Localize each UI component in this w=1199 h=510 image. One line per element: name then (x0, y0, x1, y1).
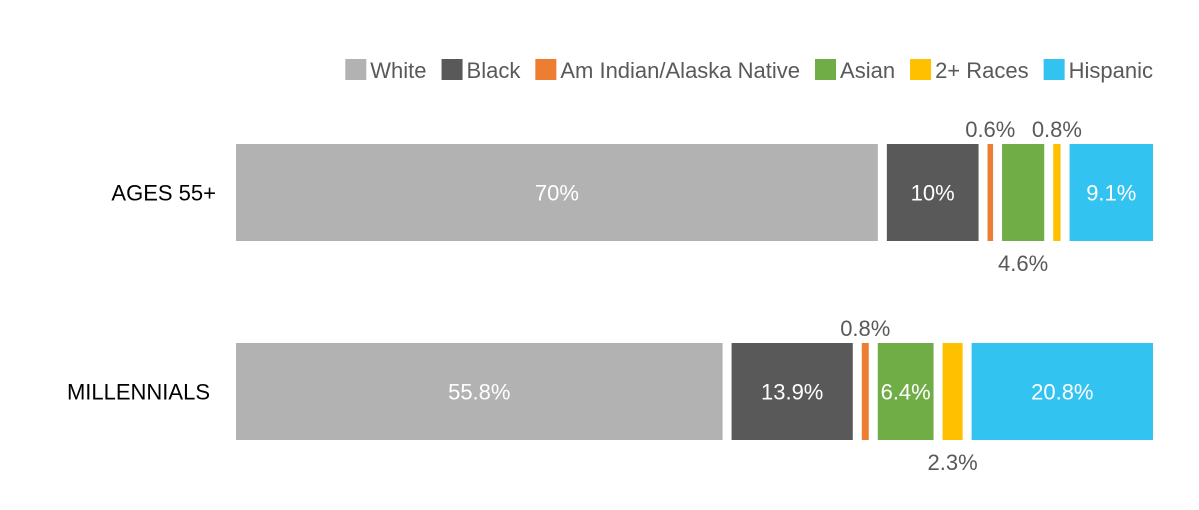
legend-asian-swatch (815, 59, 837, 80)
bar-ages-55-black (886, 144, 979, 241)
bar-ages-55-hispanic (1069, 144, 1153, 241)
bar-millennials-am-indian-alaska-native (861, 343, 869, 440)
bar-millennials-2-races-label: 2.3% (928, 450, 978, 475)
bar-ages-55-asian (1002, 144, 1045, 241)
bar-millennials-black (731, 343, 853, 440)
bar-ages-55-black-label: 10% (911, 181, 955, 206)
bar-millennials-white-label: 55.8% (448, 380, 510, 405)
legend-white-label: White (370, 58, 426, 83)
category-labels: AGES 55+ MILLENNIALS (67, 181, 216, 405)
bar-ages-55-asian-label: 4.6% (998, 251, 1048, 276)
bar-millennials-white (236, 343, 723, 440)
bar-millennials-hispanic (971, 343, 1153, 440)
bar-ages-55-2-races-label: 0.8% (1032, 117, 1082, 142)
bar-ages-55-white (236, 144, 878, 241)
bar-ages-55-am-indian-alaska-native (987, 144, 994, 241)
bar-ages-55-2-races (1053, 144, 1061, 241)
legend-2-races-label: 2+ Races (935, 58, 1029, 83)
legend: White Black Am Indian/Alaska Native Asian 2+… (345, 58, 1153, 83)
bar-millennials-hispanic-label: 20.8% (1031, 380, 1093, 405)
category-label-ages-55: AGES 55+ (111, 181, 216, 206)
bar-millennials-black-label: 13.9% (761, 380, 823, 405)
bar-millennials-asian (877, 343, 934, 440)
legend-white-swatch (345, 59, 367, 80)
legend-black-swatch (441, 59, 463, 80)
legend-hispanic-swatch (1043, 59, 1065, 80)
bar-millennials-am-indian-alaska-native-label: 0.8% (840, 316, 890, 341)
legend-am-indian-alaska-native-label: Am Indian/Alaska Native (560, 58, 800, 83)
bar-ages-55-white-label: 70% (535, 181, 579, 206)
bar-millennials-2-races (942, 343, 963, 440)
bar-ages-55-hispanic-label: 9.1% (1086, 181, 1136, 206)
data-labels: 70% 10% 9.1% 0.6% 4.6% 0.8% 55.8% 13.9% 6.4% 20.8… (448, 117, 1136, 475)
legend-am-indian-alaska-native-swatch (535, 59, 557, 80)
bar-ages-55-am-indian-alaska-native-label: 0.6% (965, 117, 1015, 142)
bars (236, 144, 1153, 440)
legend-hispanic-label: Hispanic (1069, 58, 1153, 83)
legend-2-races-swatch (910, 59, 932, 80)
category-label-millennials: MILLENNIALS (67, 380, 210, 405)
legend-black-label: Black (467, 58, 522, 83)
bar-millennials-asian-label: 6.4% (881, 380, 931, 405)
legend-asian-label: Asian (840, 58, 895, 83)
